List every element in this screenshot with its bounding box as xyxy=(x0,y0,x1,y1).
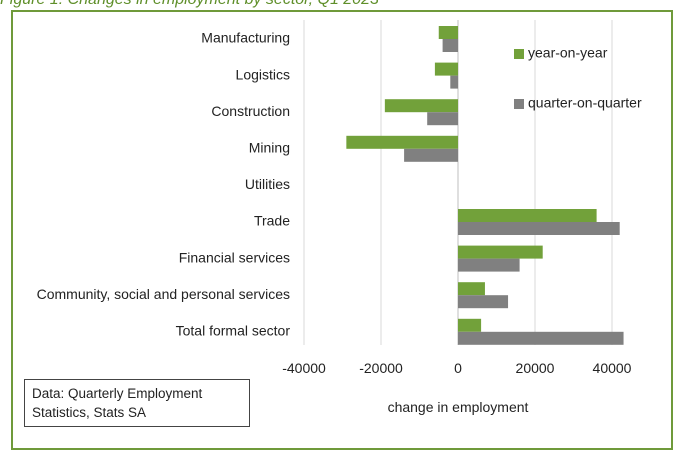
x-axis-label: change in employment xyxy=(388,399,529,415)
bar-year-on-year xyxy=(458,282,485,296)
x-tick-label: -40000 xyxy=(282,360,326,376)
bar-year-on-year xyxy=(346,135,458,149)
category-label: Manufacturing xyxy=(201,30,290,46)
bar-chart: Manufacturing Logistics Construction Mining… xyxy=(37,20,642,415)
bar-year-on-year xyxy=(438,26,458,39)
category-label: Mining xyxy=(249,140,290,156)
legend-swatch xyxy=(514,49,524,59)
bar-quarter-on-quarter xyxy=(458,258,520,272)
category-labels: Manufacturing Logistics Construction Mining… xyxy=(37,30,291,339)
category-label: Construction xyxy=(211,103,290,119)
bar-quarter-on-quarter xyxy=(458,222,620,235)
bar-quarter-on-quarter xyxy=(450,75,458,89)
x-tick-label: -20000 xyxy=(359,360,403,376)
bars xyxy=(346,26,624,345)
bar-quarter-on-quarter xyxy=(427,112,458,126)
bar-year-on-year xyxy=(458,245,543,259)
category-label: Financial services xyxy=(179,249,290,265)
bar-year-on-year xyxy=(458,318,482,332)
bar-quarter-on-quarter xyxy=(458,295,509,309)
category-label: Total formal sector xyxy=(176,323,291,339)
legend: year-on-year quarter-on-quarter xyxy=(514,45,642,111)
legend-swatch xyxy=(514,99,524,109)
legend-label: quarter-on-quarter xyxy=(528,95,642,111)
category-label: Utilities xyxy=(245,176,290,192)
x-tick-label: 20000 xyxy=(516,360,555,376)
category-label: Community, social and personal services xyxy=(37,286,290,302)
figure-caption: Figure 1: Changes in employment by secto… xyxy=(0,0,675,8)
bar-quarter-on-quarter xyxy=(404,148,458,162)
bar-year-on-year xyxy=(384,99,458,113)
bar-quarter-on-quarter xyxy=(442,39,458,52)
x-tick-label: 40000 xyxy=(593,360,632,376)
x-tick-labels: -40000 -20000 0 20000 40000 xyxy=(282,360,631,376)
x-tick-label: 0 xyxy=(454,360,462,376)
bar-year-on-year xyxy=(434,62,458,76)
source-note: Data: Quarterly Employment Statistics, S… xyxy=(24,379,250,427)
bar-quarter-on-quarter xyxy=(458,331,624,345)
legend-label: year-on-year xyxy=(528,45,608,61)
category-label: Trade xyxy=(254,213,290,229)
category-label: Logistics xyxy=(236,66,290,82)
bar-year-on-year xyxy=(458,209,597,222)
